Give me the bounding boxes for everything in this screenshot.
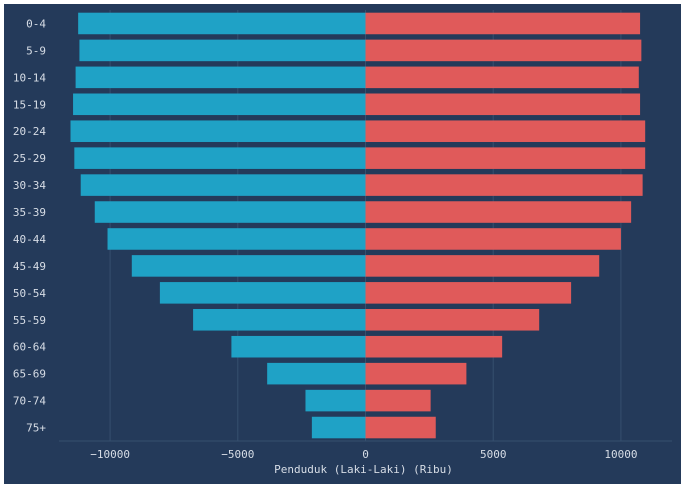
category-label-0-4: 0-4 — [26, 17, 46, 30]
category-label-55-59: 55-59 — [13, 314, 46, 327]
bar-female-0-4 — [365, 12, 641, 35]
bar-male-60-64 — [231, 335, 366, 358]
category-label-45-49: 45-49 — [13, 260, 46, 273]
bar-male-25-29 — [74, 147, 366, 169]
bar-female-50-54 — [365, 282, 572, 304]
bar-male-65-69 — [267, 362, 366, 385]
bar-male-70-74 — [305, 389, 366, 412]
category-label-75+: 75+ — [26, 422, 46, 435]
bar-female-15-19 — [365, 93, 641, 116]
bar-male-10-14 — [75, 66, 366, 89]
bar-male-5-9 — [79, 39, 366, 62]
bar-female-45-49 — [365, 255, 600, 277]
bars — [70, 12, 646, 439]
bar-female-30-34 — [365, 174, 643, 196]
bar-female-10-14 — [365, 66, 639, 89]
category-label-60-64: 60-64 — [13, 341, 46, 354]
bar-male-35-39 — [94, 201, 366, 223]
bar-female-25-29 — [365, 147, 646, 169]
category-labels: 0-4 5-9 10-14 15-19 20-24 25-29 30-34 35-39 40-4… — [13, 17, 46, 434]
bar-female-55-59 — [365, 309, 540, 331]
category-label-15-19: 15-19 — [13, 98, 46, 111]
category-label-25-29: 25-29 — [13, 152, 46, 165]
x-axis: −10000 −5000 0 5000 10000 — [59, 440, 672, 461]
x-tick-label: 0 — [362, 448, 369, 461]
category-label-35-39: 35-39 — [13, 206, 46, 219]
bar-male-45-49 — [131, 255, 366, 277]
category-label-40-44: 40-44 — [13, 233, 46, 246]
x-tick-label: 5000 — [480, 448, 507, 461]
bar-female-20-24 — [365, 120, 646, 142]
bar-male-50-54 — [159, 282, 366, 304]
category-label-65-69: 65-69 — [13, 368, 46, 381]
bar-female-65-69 — [365, 362, 467, 385]
x-tick-label: 10000 — [604, 448, 637, 461]
bar-male-30-34 — [80, 174, 366, 196]
bar-male-20-24 — [70, 120, 366, 142]
bar-male-40-44 — [107, 228, 366, 250]
category-label-5-9: 5-9 — [26, 44, 46, 57]
category-label-50-54: 50-54 — [13, 287, 46, 300]
category-label-20-24: 20-24 — [13, 125, 46, 138]
bar-female-60-64 — [365, 335, 503, 358]
bar-male-15-19 — [73, 93, 366, 116]
x-tick-label: −10000 — [90, 448, 130, 461]
bar-female-5-9 — [365, 39, 642, 62]
bar-female-40-44 — [365, 228, 621, 250]
bar-male-0-4 — [78, 12, 366, 35]
x-tick-label: −5000 — [221, 448, 254, 461]
bar-female-75+ — [365, 416, 436, 439]
bar-female-70-74 — [365, 389, 431, 412]
bar-female-35-39 — [365, 201, 632, 223]
bar-male-55-59 — [193, 309, 366, 331]
category-label-30-34: 30-34 — [13, 179, 46, 192]
category-label-70-74: 70-74 — [13, 395, 46, 408]
category-label-10-14: 10-14 — [13, 71, 46, 84]
bar-male-75+ — [311, 416, 366, 439]
x-axis-title: Penduduk (Laki-Laki) (Ribu) — [274, 463, 453, 476]
